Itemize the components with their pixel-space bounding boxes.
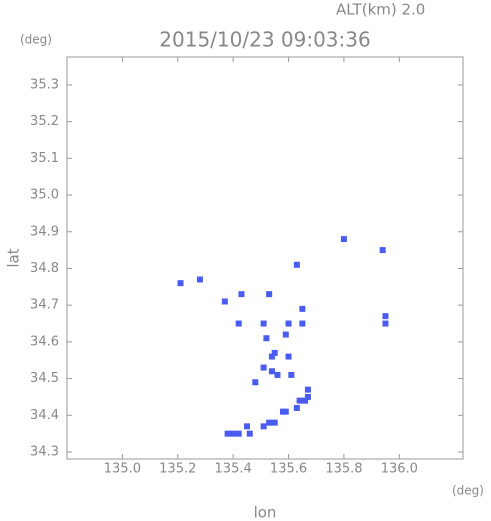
altitude-label: ALT(km) 2.0 — [336, 1, 425, 19]
echo-point — [266, 419, 273, 426]
echo-point — [382, 313, 389, 320]
echo-point — [244, 423, 250, 430]
echo-point — [285, 320, 292, 327]
echo-point — [263, 335, 270, 342]
x-tick-label: 135.8 — [325, 462, 362, 477]
x-tick-label: 135.6 — [270, 462, 307, 477]
echo-point — [177, 280, 184, 287]
echo-point — [296, 397, 303, 404]
y-tick-label: 34.9 — [30, 224, 59, 239]
echo-point — [304, 393, 311, 400]
y-tick-label: 34.7 — [30, 298, 59, 313]
echo-point — [271, 349, 278, 356]
y-axis-label: lat — [5, 248, 23, 267]
y-tick-label: 35.2 — [30, 114, 59, 129]
echo-point — [196, 276, 203, 283]
y-unit: (deg) — [20, 33, 52, 47]
y-tick-label: 35.0 — [30, 188, 59, 203]
y-tick-label: 34.3 — [30, 445, 59, 460]
echo-point — [288, 371, 295, 378]
echo-point — [282, 331, 289, 338]
echo-point — [274, 371, 281, 378]
echo-point — [221, 298, 228, 305]
echo-point — [282, 408, 289, 415]
x-unit: (deg) — [452, 484, 484, 498]
echo-point — [302, 397, 309, 404]
echo-point — [238, 291, 245, 298]
x-tick-label: 136.0 — [381, 462, 418, 477]
echo-point — [340, 236, 347, 243]
echo-point — [304, 386, 311, 393]
echo-point — [293, 404, 300, 411]
echo-point — [235, 320, 242, 327]
echo-point — [266, 291, 273, 298]
y-tick-label: 34.6 — [30, 334, 59, 349]
echo-point — [224, 430, 231, 437]
plot-frame — [66, 56, 464, 460]
echo-point — [299, 305, 306, 312]
echo-point — [379, 247, 386, 254]
echo-point — [260, 423, 267, 430]
echo-point — [246, 430, 253, 437]
y-tick-label: 34.4 — [30, 408, 59, 423]
echo-point — [260, 320, 267, 327]
y-tick-label: 35.1 — [30, 151, 59, 166]
x-axis-label: lon — [254, 504, 277, 521]
echo-point — [260, 364, 267, 371]
echo-point — [285, 353, 292, 360]
echo-point — [268, 353, 275, 360]
chart-title: 2015/10/23 09:03:36 — [159, 28, 370, 52]
echo-point — [271, 419, 278, 426]
x-tick-label: 135.2 — [159, 462, 196, 477]
echo-point — [382, 320, 389, 327]
echo-point — [299, 320, 306, 327]
x-tick-label: 135.4 — [215, 462, 252, 477]
echo-point — [230, 430, 237, 437]
echo-point — [293, 261, 300, 268]
echo-point — [252, 379, 259, 386]
echo-point — [268, 368, 275, 375]
y-tick-label: 34.5 — [30, 371, 59, 386]
echo-point — [235, 430, 242, 437]
y-tick-label: 34.8 — [30, 261, 59, 276]
x-tick-label: 135.0 — [104, 462, 141, 477]
y-tick-label: 35.3 — [30, 77, 59, 92]
